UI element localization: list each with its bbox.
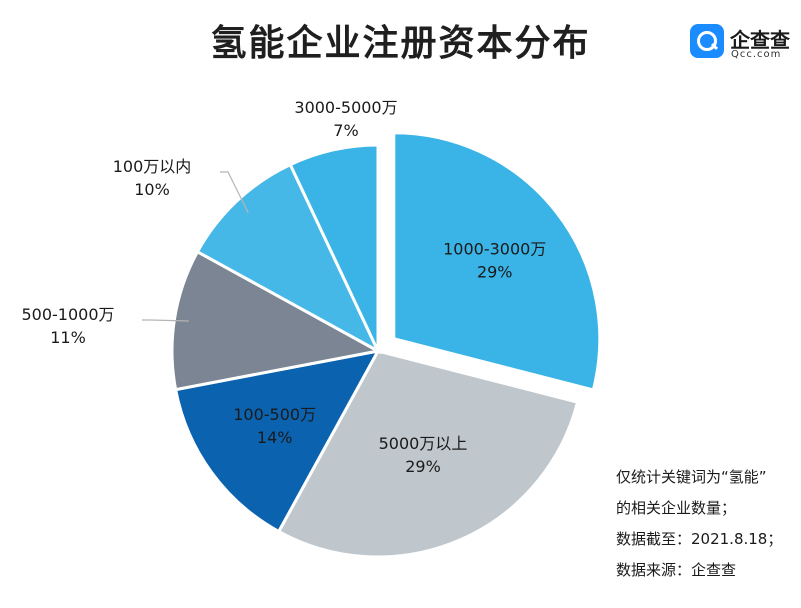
note-line-4: 数据来源：企查查: [616, 561, 737, 579]
note-line-2: 的相关企业数量；: [616, 499, 737, 517]
pie-slice: [288, 143, 380, 352]
slice-label: 1000-3000万 29%: [443, 239, 546, 281]
slice-label: 3000-5000万 7%: [294, 98, 397, 140]
note-line-3: 数据截至：2021.8.18；: [616, 530, 783, 548]
slice-label: 500-1000万 11%: [21, 305, 114, 347]
pie-slice: [276, 349, 580, 559]
slice-label: 100-500万 14%: [233, 405, 316, 447]
pie-slice: [195, 162, 382, 355]
pie-slice: [173, 348, 381, 534]
leader-line: [220, 171, 249, 214]
magnifier-logo-icon: [690, 24, 724, 58]
slice-label: 5000万以上 29%: [379, 434, 468, 476]
qcc-logo: 企查查 Qcc.com: [690, 24, 795, 68]
logo-name: 企查查: [730, 28, 790, 52]
pie-slice: [392, 131, 602, 392]
page-title: 氢能企业注册资本分布: [210, 23, 591, 64]
logo-url: Qcc.com: [731, 49, 782, 60]
slice-label: 100万以内 10%: [113, 157, 192, 199]
pie-slice: [170, 249, 383, 392]
chart-notes: 仅统计关键词为“氢能” 的相关企业数量； 数据截至：2021.8.18； 数据来…: [616, 462, 801, 586]
leader-line: [142, 319, 189, 322]
note-line-1: 仅统计关键词为“氢能”: [616, 468, 767, 486]
